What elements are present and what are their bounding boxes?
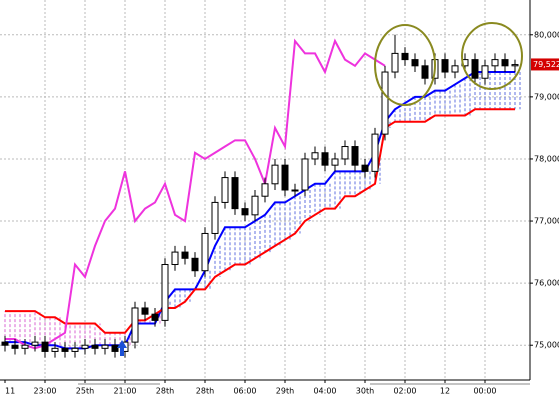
- candle-body: [51, 347, 59, 352]
- candle-body: [301, 158, 309, 191]
- x-tick-label: 12: [440, 387, 450, 396]
- x-tick-label: 04:00: [313, 387, 336, 396]
- indicator-line: [5, 108, 515, 334]
- candle-body: [71, 347, 79, 352]
- candle-body: [11, 344, 19, 349]
- last-price-box: [531, 58, 559, 71]
- candle-body: [321, 152, 329, 166]
- candle-body: [151, 313, 159, 321]
- candle-body: [201, 232, 209, 272]
- last-price-label: 79,522: [533, 60, 559, 69]
- candle-body: [111, 344, 119, 352]
- indicator-line: [5, 38, 386, 350]
- candle-body: [161, 264, 169, 321]
- arrow: [117, 340, 127, 356]
- x-tick-label: 28th: [156, 387, 174, 396]
- y-tick-label: 75,000: [534, 341, 559, 350]
- candle-body: [181, 251, 189, 259]
- candle-body: [131, 307, 139, 343]
- candle-body: [211, 201, 219, 234]
- candle-body: [421, 65, 429, 79]
- candle-body: [271, 164, 279, 185]
- candle-body: [251, 195, 259, 216]
- candle-body: [81, 344, 89, 349]
- candle-body: [31, 341, 39, 346]
- candle-body: [311, 152, 319, 160]
- indicator-line: [5, 71, 515, 350]
- highlight-circle: [461, 22, 523, 90]
- candle-body: [491, 59, 499, 67]
- candle-body: [91, 344, 99, 349]
- candle-body: [41, 341, 49, 352]
- x-tick-label: 23:00: [33, 387, 56, 396]
- x-tick-label: 30th: [356, 387, 374, 396]
- highlight-circle: [374, 24, 436, 106]
- lines: [5, 38, 515, 350]
- candle-body: [411, 59, 419, 67]
- y-tick-label: 78,000: [534, 154, 559, 163]
- candle-body: [481, 65, 489, 79]
- candle-body: [391, 52, 399, 73]
- candle-body: [451, 65, 459, 73]
- candle-body: [1, 341, 9, 346]
- x-tick-label: 29th: [276, 387, 294, 396]
- y-tick-label: 80,000: [534, 30, 559, 39]
- x-tick-label: 00:00: [473, 387, 496, 396]
- candle-body: [221, 177, 229, 203]
- candle-body: [261, 183, 269, 197]
- x-tick-label: 25th: [76, 387, 94, 396]
- candle-body: [231, 177, 239, 210]
- candle-body: [401, 52, 409, 61]
- x-tick-label: 28th: [196, 387, 214, 396]
- candle-body: [241, 208, 249, 216]
- x-tick-label: 02:00: [393, 387, 416, 396]
- candle-body: [291, 189, 299, 192]
- candle-body: [361, 164, 369, 172]
- candle-body: [171, 251, 179, 266]
- candle-body: [101, 344, 109, 349]
- candle-body: [141, 307, 149, 315]
- candle-body: [471, 59, 479, 79]
- candle-body: [351, 146, 359, 166]
- candle-body: [331, 158, 339, 166]
- candle-body: [501, 59, 509, 67]
- candle-body: [21, 344, 29, 349]
- candle-body: [381, 71, 389, 135]
- y-tick-label: 77,000: [534, 217, 559, 226]
- x-tick-label: 11: [5, 387, 15, 396]
- x-tick-label: 21:00: [113, 387, 136, 396]
- candle-body: [371, 133, 379, 172]
- candle-body: [341, 146, 349, 160]
- cloud: [4, 72, 521, 349]
- candle-body: [441, 59, 449, 73]
- candle-body: [61, 347, 69, 352]
- x-tick-label: 06:00: [233, 387, 256, 396]
- candle-body: [191, 257, 199, 272]
- candle-body: [281, 164, 289, 191]
- candle-body: [511, 64, 519, 67]
- y-tick-label: 76,000: [534, 279, 559, 288]
- candles: [1, 34, 519, 358]
- y-tick-label: 79,000: [534, 92, 559, 101]
